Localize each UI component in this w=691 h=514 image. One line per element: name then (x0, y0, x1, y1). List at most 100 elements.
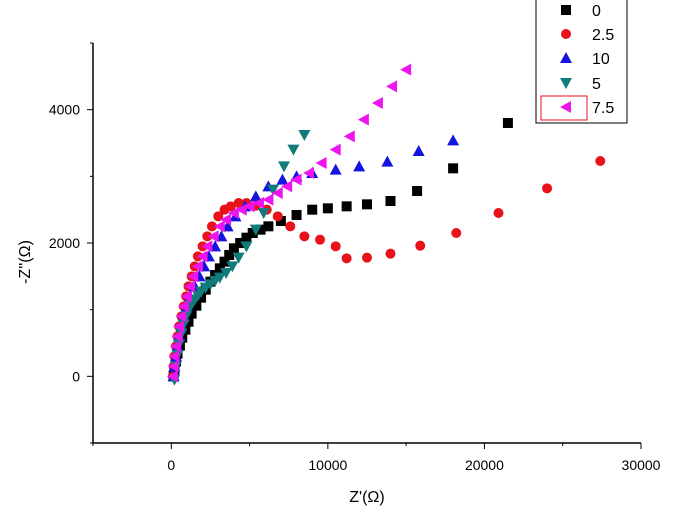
x-tick-label: 0 (167, 457, 175, 473)
data-point (271, 187, 283, 199)
legend-marker (561, 5, 571, 15)
data-point (184, 280, 196, 293)
data-point (275, 216, 286, 226)
data-point (371, 97, 383, 109)
data-point (167, 360, 179, 373)
data-point (233, 198, 244, 208)
data-point (353, 160, 366, 172)
legend: 0 2.5 10 5 7.5 (535, 0, 628, 124)
data-point (341, 253, 352, 264)
data-point (315, 157, 327, 169)
data-point (448, 163, 459, 174)
data-point (177, 300, 189, 313)
data-point (291, 210, 302, 220)
data-point (329, 143, 341, 156)
data-point (385, 196, 396, 206)
data-point (298, 130, 311, 141)
legend-marker (560, 78, 572, 89)
data-point (362, 252, 372, 263)
legend-label: 5 (592, 76, 601, 93)
legend-label: 7.5 (592, 100, 614, 117)
data-point (329, 163, 342, 175)
data-point (262, 193, 274, 206)
data-point (252, 197, 264, 209)
data-point (201, 240, 213, 253)
legend-highlight-box (540, 95, 588, 121)
x-tick-label: 20000 (465, 457, 504, 473)
data-point (400, 63, 412, 76)
data-point (381, 155, 394, 167)
data-point (299, 231, 310, 242)
data-point (595, 156, 606, 166)
data-point (247, 228, 258, 238)
x-tick-label: 30000 (622, 457, 661, 473)
data-point (206, 221, 217, 232)
data-point (241, 232, 252, 243)
data-point (175, 310, 187, 323)
data-point (290, 173, 302, 186)
data-point (207, 230, 219, 243)
data-point (257, 208, 270, 219)
legend-marker (560, 101, 571, 113)
data-point (315, 234, 326, 245)
data-point (415, 240, 426, 251)
data-point (272, 211, 283, 222)
data-point (213, 211, 224, 222)
data-point (385, 248, 396, 259)
data-point (220, 213, 232, 226)
data-point (542, 183, 553, 194)
data-point (224, 250, 235, 260)
data-point (287, 144, 300, 156)
series-7-5 (166, 63, 412, 383)
data-point (191, 300, 202, 311)
legend-marker (560, 52, 572, 63)
data-point (307, 204, 318, 215)
data-point (447, 134, 460, 146)
data-point (214, 263, 225, 274)
data-point (228, 243, 239, 254)
data-point (255, 224, 266, 235)
data-point (276, 173, 289, 185)
data-point (213, 220, 225, 233)
legend-label: 2.5 (592, 27, 614, 44)
y-tick-label: 0 (72, 368, 80, 384)
series-layer (166, 63, 606, 386)
series-5 (168, 130, 311, 386)
data-point (225, 201, 236, 212)
data-point (249, 190, 262, 202)
data-point (202, 231, 213, 242)
legend-label: 10 (592, 51, 610, 68)
data-point (240, 241, 253, 253)
data-point (243, 200, 255, 213)
data-point (235, 203, 247, 216)
ticks: 0 10000 20000 30000 0 2000 4000 (49, 42, 661, 473)
data-point (180, 290, 192, 303)
data-point (278, 161, 291, 173)
data-point (303, 167, 315, 179)
data-point (226, 261, 239, 273)
data-point (267, 184, 280, 196)
y-tick-label: 4000 (49, 102, 80, 118)
data-point (357, 113, 369, 126)
data-point (171, 330, 183, 343)
data-point (285, 221, 296, 232)
data-point (186, 308, 197, 319)
data-point (330, 241, 341, 252)
data-point (232, 252, 245, 264)
y-axis-label: -Z''(Ω) (17, 240, 34, 284)
legend-marker (561, 29, 571, 39)
data-point (169, 340, 181, 353)
legend-box (535, 0, 628, 124)
data-point (196, 250, 208, 263)
data-point (362, 199, 372, 210)
data-point (322, 203, 333, 214)
series-0 (168, 118, 513, 382)
legend-label: 0 (592, 3, 601, 20)
data-point (219, 256, 230, 267)
data-point (412, 145, 425, 156)
data-point (386, 80, 398, 93)
data-point (213, 272, 226, 284)
data-point (220, 268, 233, 279)
data-point (341, 201, 352, 212)
x-tick-label: 10000 (308, 457, 347, 473)
